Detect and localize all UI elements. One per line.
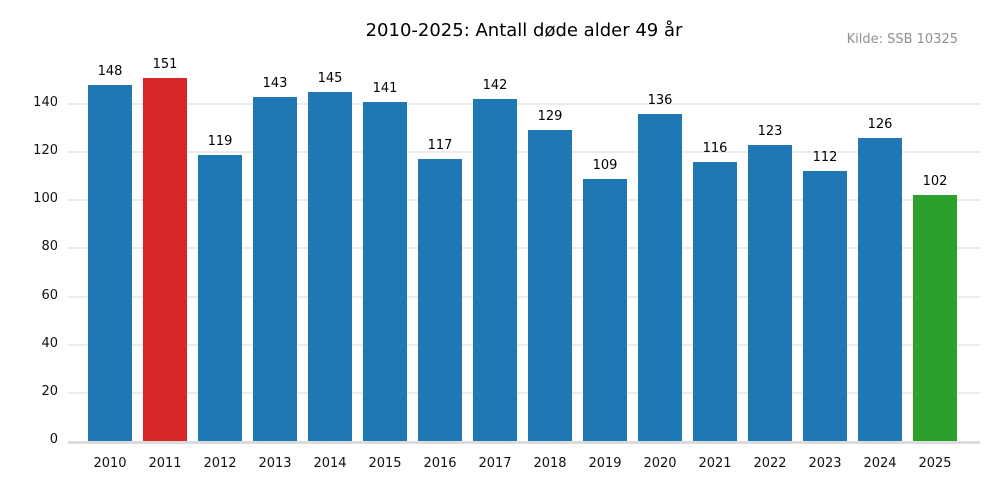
bar-2017 bbox=[473, 99, 517, 441]
bar-2015 bbox=[363, 101, 407, 441]
gridline-y-140 bbox=[68, 103, 980, 105]
value-label-2017: 142 bbox=[482, 78, 508, 94]
x-tick-label-2011: 2011 bbox=[148, 456, 182, 471]
x-tick-label-2012: 2012 bbox=[203, 456, 237, 471]
y-tick-label-40: 40 bbox=[41, 335, 58, 351]
bar-2025 bbox=[913, 195, 957, 441]
bar-2023 bbox=[803, 171, 847, 441]
bar-2020 bbox=[638, 113, 682, 441]
bar-2014 bbox=[308, 91, 352, 441]
bar-2016 bbox=[418, 159, 462, 441]
gridline-y-60 bbox=[68, 295, 980, 298]
bar-2012 bbox=[198, 154, 242, 441]
bar-2021 bbox=[693, 161, 737, 441]
x-tick-label-2023: 2023 bbox=[808, 456, 842, 471]
bar-2018 bbox=[528, 130, 572, 441]
x-tick-label-2013: 2013 bbox=[258, 456, 292, 471]
value-label-2025: 102 bbox=[922, 174, 948, 190]
gridline-y-40 bbox=[68, 343, 980, 346]
x-tick-label-2014: 2014 bbox=[313, 456, 347, 471]
value-label-2024: 126 bbox=[867, 116, 893, 132]
value-label-2016: 117 bbox=[427, 138, 453, 154]
value-label-2011: 151 bbox=[152, 56, 178, 72]
source-label: Kilde: SSB 10325 bbox=[846, 32, 958, 47]
bar-2010 bbox=[88, 84, 132, 441]
x-tick-label-2020: 2020 bbox=[643, 456, 677, 471]
value-label-2013: 143 bbox=[262, 75, 288, 91]
x-tick-label-2018: 2018 bbox=[533, 456, 567, 471]
y-tick-label-60: 60 bbox=[41, 287, 58, 303]
x-tick-label-2019: 2019 bbox=[588, 456, 622, 471]
bar-2019 bbox=[583, 178, 627, 441]
x-tick-label-2024: 2024 bbox=[863, 456, 897, 471]
x-tick-label-2025: 2025 bbox=[918, 456, 952, 471]
gridline-y-20 bbox=[68, 391, 980, 394]
y-tick-label-140: 140 bbox=[33, 95, 58, 110]
value-label-2021: 116 bbox=[702, 140, 728, 156]
y-tick-label-100: 100 bbox=[33, 191, 58, 207]
y-tick-label-120: 120 bbox=[33, 143, 58, 159]
x-tick-label-2021: 2021 bbox=[698, 456, 732, 471]
y-tick-label-80: 80 bbox=[41, 239, 58, 255]
bar-2011 bbox=[143, 77, 187, 441]
x-tick-label-2022: 2022 bbox=[753, 456, 787, 471]
chart-title: 2010-2025: Antall døde alder 49 år bbox=[365, 20, 683, 41]
y-tick-label-0: 0 bbox=[49, 432, 58, 447]
value-label-2020: 136 bbox=[647, 92, 673, 108]
value-label-2023: 112 bbox=[812, 150, 838, 166]
gridline-y-80 bbox=[68, 247, 980, 250]
bar-2024 bbox=[858, 137, 902, 441]
y-tick-label-20: 20 bbox=[41, 383, 58, 399]
x-tick-label-2015: 2015 bbox=[368, 456, 402, 471]
x-tick-label-2010: 2010 bbox=[93, 456, 127, 471]
bar-2022 bbox=[748, 144, 792, 441]
value-label-2019: 109 bbox=[592, 157, 618, 173]
bar-2013 bbox=[253, 96, 297, 441]
x-tick-label-2017: 2017 bbox=[478, 456, 512, 471]
gridline-y-100 bbox=[68, 199, 980, 202]
value-label-2018: 129 bbox=[537, 109, 563, 125]
x-axis-baseline bbox=[68, 441, 980, 444]
gridline-y-120 bbox=[68, 151, 980, 154]
value-label-2022: 123 bbox=[757, 123, 783, 139]
x-tick-label-2016: 2016 bbox=[423, 456, 457, 471]
value-label-2012: 119 bbox=[207, 133, 233, 149]
value-label-2010: 148 bbox=[97, 63, 123, 79]
value-label-2015: 141 bbox=[372, 80, 398, 96]
value-label-2014: 145 bbox=[317, 70, 343, 86]
